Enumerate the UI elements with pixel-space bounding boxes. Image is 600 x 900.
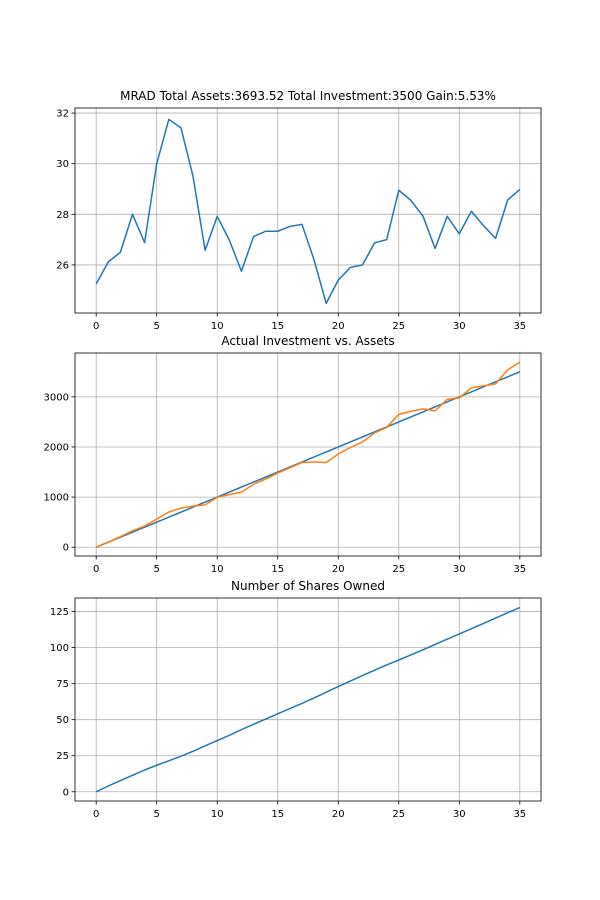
y-tick-label: 28 <box>56 210 69 221</box>
series-line-1 <box>95 606 521 793</box>
x-tick-label: 30 <box>453 321 466 332</box>
y-tick-label: 100 <box>50 643 69 654</box>
y-tick-label: 75 <box>56 679 69 690</box>
y-tick-label: 32 <box>56 109 69 120</box>
x-tick-label: 35 <box>513 321 526 332</box>
x-tick-label: 10 <box>211 564 224 575</box>
y-tick-label: 1000 <box>44 493 69 504</box>
x-tick-label: 15 <box>271 564 284 575</box>
chart-panel-3: 0 5 10 15 20 25 30 35 0 25 50 75 100 125 Number of Sha… <box>50 579 542 820</box>
x-tick-label: 25 <box>392 809 405 820</box>
series-line-2 <box>95 361 521 548</box>
x-tick-label: 25 <box>392 564 405 575</box>
x-tick-label: 0 <box>93 809 99 820</box>
x-tick-label: 35 <box>513 564 526 575</box>
x-tick-label: 10 <box>211 321 224 332</box>
x-tick-label: 0 <box>93 564 99 575</box>
x-tick-label: 10 <box>211 809 224 820</box>
x-tick-label: 5 <box>154 321 160 332</box>
y-tick-label: 50 <box>56 715 69 726</box>
chart-title: Actual Investment vs. Assets <box>221 334 394 348</box>
chart-panel-1: 0 5 10 15 20 25 30 35 26 28 30 32 MRAD Total Assets:… <box>56 89 542 332</box>
x-tick-label: 20 <box>332 809 345 820</box>
y-tick-label: 26 <box>56 260 69 271</box>
chart-panel-2: 0 5 10 15 20 25 30 35 0 1000 2000 3000 Actual Invest… <box>44 334 542 575</box>
axes-frame <box>74 352 542 557</box>
x-tick-label: 30 <box>453 564 466 575</box>
x-tick-label: 30 <box>453 809 466 820</box>
x-tick-label: 0 <box>93 321 99 332</box>
y-tick-label: 0 <box>63 787 69 798</box>
y-tick-label: 2000 <box>44 442 69 453</box>
x-tick-label: 25 <box>392 321 405 332</box>
y-tick-label: 0 <box>63 543 69 554</box>
x-tick-label: 15 <box>271 809 284 820</box>
chart-title: Number of Shares Owned <box>231 579 385 593</box>
x-tick-label: 35 <box>513 809 526 820</box>
x-tick-label: 5 <box>154 564 160 575</box>
x-tick-label: 5 <box>154 809 160 820</box>
series-line-1 <box>95 371 521 548</box>
x-tick-label: 20 <box>332 564 345 575</box>
axes-frame <box>74 597 542 802</box>
x-tick-label: 15 <box>271 321 284 332</box>
chart-title: MRAD Total Assets:3693.52 Total Investme… <box>120 89 496 103</box>
y-tick-label: 25 <box>56 751 69 762</box>
y-tick-label: 30 <box>56 159 69 170</box>
axes-frame <box>74 107 542 314</box>
x-tick-label: 20 <box>332 321 345 332</box>
y-tick-label: 125 <box>50 607 69 618</box>
y-tick-label: 3000 <box>44 392 69 403</box>
series-line-1 <box>95 118 521 305</box>
